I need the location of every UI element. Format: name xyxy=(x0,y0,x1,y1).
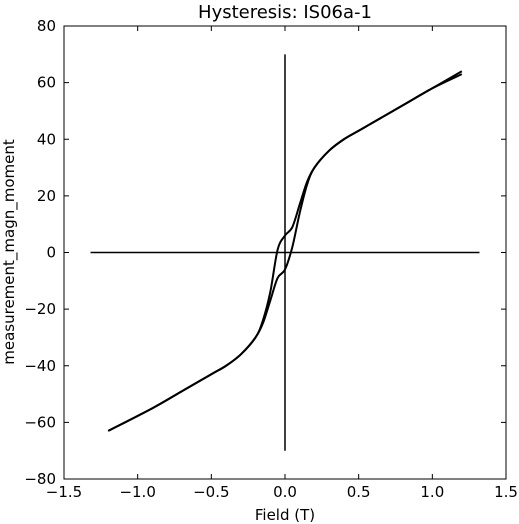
x-tick-label: 1.5 xyxy=(494,483,518,501)
axis-ticks: −1.5 −1.0 −0.5 0.0 0.5 1.0 1.5 −80 −60 −40 −20 0 20 4… xyxy=(24,17,518,501)
x-tick-label: 0.5 xyxy=(347,483,371,501)
chart-title: Hysteresis: IS06a-1 xyxy=(198,2,372,23)
y-tick-label: −20 xyxy=(24,300,56,318)
y-tick-label: −80 xyxy=(24,470,56,488)
plot-lines xyxy=(107,70,463,432)
y-tick-label: 80 xyxy=(37,17,56,35)
y-tick-label: −60 xyxy=(24,413,56,431)
y-tick-label: 40 xyxy=(37,130,56,148)
reference-lines xyxy=(90,54,480,451)
y-tick-label: 20 xyxy=(37,187,56,205)
x-tick-label: −0.5 xyxy=(193,483,229,501)
y-tick-label: −40 xyxy=(24,357,56,375)
y-axis-label: measurement_magn_moment xyxy=(0,139,19,365)
series-line-2 xyxy=(107,73,463,432)
x-tick-label: 1.0 xyxy=(420,483,444,501)
plot-frame xyxy=(63,25,507,480)
x-tick-label: −1.5 xyxy=(46,483,82,501)
x-tick-label: 0.0 xyxy=(273,483,297,501)
x-axis-label: Field (T) xyxy=(255,506,315,524)
y-tick-label: 60 xyxy=(37,74,56,92)
y-tick-label: 0 xyxy=(46,244,56,262)
x-tick-label: −1.0 xyxy=(119,483,155,501)
